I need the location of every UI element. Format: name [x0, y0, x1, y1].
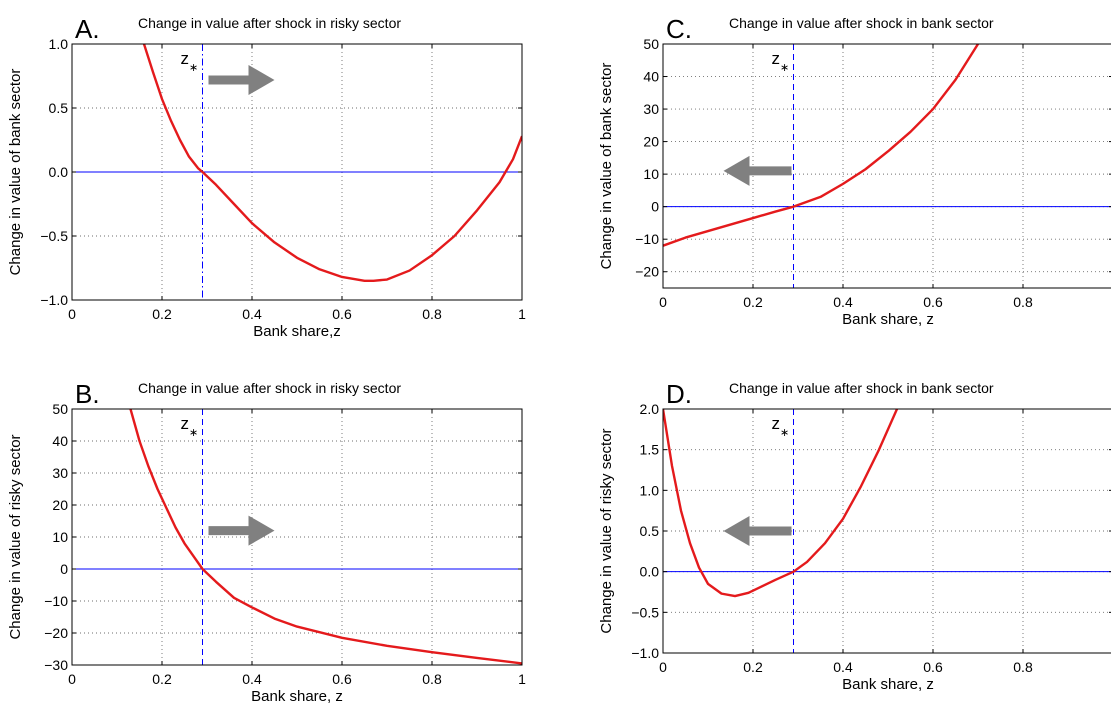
x-tick-label: 0.2 — [152, 306, 172, 322]
y-tick-label: 30 — [643, 101, 659, 117]
x-tick-label: 0.4 — [242, 306, 262, 322]
chart-title: Change in value after shock in risky sec… — [138, 15, 401, 31]
panel-b: z∗ 0 0.2 0.4 0.6 0.8 1 −30 −20 −10 0 10 20 30 40 50 B. Ch… — [7, 379, 526, 705]
y-tick-label: 20 — [643, 134, 659, 150]
y-tick-label: −20 — [44, 625, 68, 641]
y-tick-label: −1.0 — [40, 292, 68, 308]
plot-frame — [662, 43, 1111, 289]
arrow-left-icon — [723, 516, 792, 546]
x-tick-label: 0.6 — [923, 659, 943, 675]
y-axis-label: Change in value of risky sector — [7, 434, 24, 639]
x-tick-label: 0.6 — [923, 294, 943, 310]
x-tick-label: 0.8 — [422, 671, 442, 687]
series-line — [129, 409, 522, 665]
chart-title: Change in value after shock in risky sec… — [138, 380, 401, 396]
y-tick-label: −30 — [44, 657, 68, 673]
y-axis-label: Change in value of risky sector — [598, 428, 615, 633]
zstar-label: z∗ — [181, 49, 199, 74]
y-tick-label: 50 — [52, 401, 68, 417]
x-tick-label: 0.2 — [743, 659, 763, 675]
y-tick-label: 1.0 — [49, 36, 69, 52]
zstar-label: z∗ — [772, 49, 790, 74]
panel-letter: C. — [666, 14, 692, 44]
x-tick-label: 1 — [518, 671, 526, 687]
y-tick-label: −0.5 — [40, 228, 68, 244]
y-tick-label: 10 — [52, 529, 68, 545]
x-tick-label: 0 — [68, 671, 76, 687]
x-axis-label: Bank share,z — [253, 323, 341, 340]
x-tick-label: 0.2 — [152, 671, 172, 687]
y-tick-label: 0.5 — [49, 100, 69, 116]
arrow-right-icon — [208, 515, 275, 546]
x-tick-label: 0.8 — [422, 306, 442, 322]
x-tick-label: 0.2 — [743, 294, 763, 310]
x-axis-label: Bank share, z — [842, 676, 934, 693]
panel-d: z∗ 0 0.2 0.4 0.6 0.8 −1.0 −0.5 0.0 0.5 1.0 1.5 2.0 D.… — [598, 379, 1111, 693]
panel-letter: B. — [75, 379, 100, 409]
y-tick-label: −20 — [635, 264, 659, 280]
x-tick-label: 0.8 — [1013, 659, 1033, 675]
y-tick-label: 20 — [52, 497, 68, 513]
zstar-label: z∗ — [181, 414, 199, 439]
y-axis-label: Change in value of bank sector — [7, 69, 24, 276]
chart-title: Change in value after shock in bank sect… — [729, 15, 994, 31]
y-tick-label: 0.0 — [49, 164, 69, 180]
y-tick-label: 40 — [643, 69, 659, 85]
x-tick-label: 0.4 — [833, 659, 853, 675]
x-axis-label: Bank share, z — [251, 688, 343, 705]
x-tick-label: 0.4 — [833, 294, 853, 310]
y-tick-label: 10 — [643, 166, 659, 182]
x-tick-label: 0.4 — [242, 671, 262, 687]
x-tick-label: 0 — [68, 306, 76, 322]
arrow-left-icon — [723, 155, 792, 186]
y-tick-label: 0 — [60, 561, 68, 577]
panel-c: z∗ 0 0.2 0.4 0.6 0.8 −20 −10 0 10 20 30 40 50 C. Change… — [598, 14, 1111, 328]
y-tick-label: −10 — [44, 593, 68, 609]
x-tick-label: 0.6 — [332, 306, 352, 322]
y-tick-label: −10 — [635, 231, 659, 247]
y-tick-label: 1.0 — [640, 482, 660, 498]
arrow-right-icon — [208, 65, 275, 95]
series-line — [663, 44, 980, 247]
y-tick-label: 40 — [52, 433, 68, 449]
x-tick-label: 0 — [659, 659, 667, 675]
x-tick-label: 0 — [659, 294, 667, 310]
y-tick-label: −0.5 — [631, 604, 659, 620]
y-tick-label: 0.0 — [640, 564, 660, 580]
y-tick-label: 2.0 — [640, 401, 660, 417]
y-tick-label: 0.5 — [640, 523, 660, 539]
y-tick-label: 0 — [651, 199, 659, 215]
y-tick-label: −1.0 — [631, 645, 659, 661]
series-line — [663, 409, 899, 598]
y-tick-label: 50 — [643, 36, 659, 52]
panel-letter: A. — [75, 14, 100, 44]
panel-letter: D. — [666, 379, 692, 409]
x-tick-label: 0.8 — [1013, 294, 1033, 310]
y-axis-label: Change in value of bank sector — [598, 63, 615, 270]
zstar-label: z∗ — [772, 414, 790, 439]
y-tick-label: 30 — [52, 465, 68, 481]
y-tick-label: 1.5 — [640, 442, 660, 458]
series-line — [142, 44, 522, 282]
x-axis-label: Bank share, z — [842, 311, 934, 328]
x-tick-label: 1 — [518, 306, 526, 322]
panel-a: z∗ 0 0.2 0.4 0.6 0.8 1 −1.0 −0.5 0.0 0.5 1.0 A. Chang… — [7, 14, 526, 340]
chart-title: Change in value after shock in bank sect… — [729, 380, 994, 396]
x-tick-label: 0.6 — [332, 671, 352, 687]
